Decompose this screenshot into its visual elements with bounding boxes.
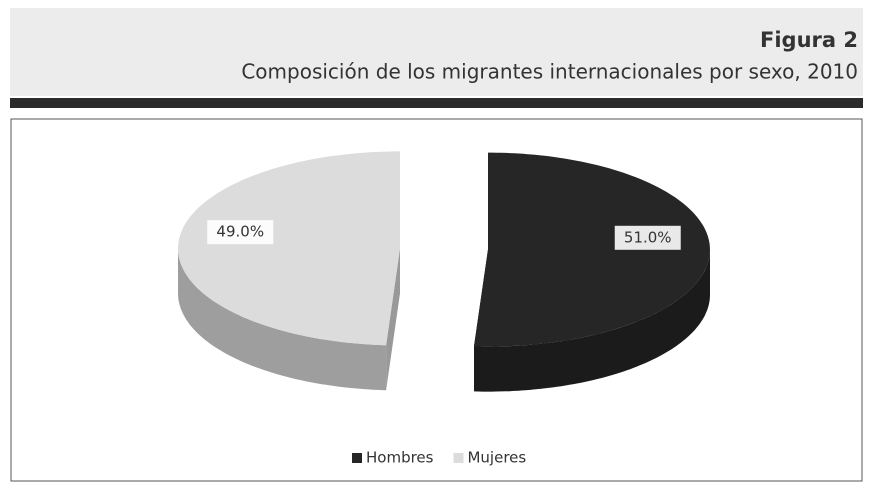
header-rule bbox=[10, 98, 863, 108]
header-band bbox=[10, 8, 863, 96]
slice-wall bbox=[386, 248, 400, 391]
figure-subtitle: Composición de los migrantes internacion… bbox=[241, 60, 858, 84]
value-label: 49.0% bbox=[216, 223, 264, 241]
value-label-box bbox=[207, 220, 274, 245]
legend-label: Hombres bbox=[366, 449, 434, 467]
figure-title: Figura 2 bbox=[760, 28, 858, 52]
slice-side-shade bbox=[178, 248, 387, 391]
slice bbox=[178, 151, 400, 346]
slice bbox=[474, 152, 710, 347]
legend-swatch bbox=[352, 453, 362, 463]
slice-side-shade bbox=[474, 249, 710, 392]
slice-side bbox=[474, 249, 710, 392]
value-label: 51.0% bbox=[624, 228, 672, 246]
chart-frame bbox=[10, 118, 863, 482]
slice-side bbox=[178, 248, 387, 391]
legend-label: Mujeres bbox=[467, 449, 526, 467]
slice-wall-shade bbox=[386, 248, 400, 391]
value-label-box bbox=[614, 225, 681, 250]
legend-swatch bbox=[453, 453, 464, 463]
